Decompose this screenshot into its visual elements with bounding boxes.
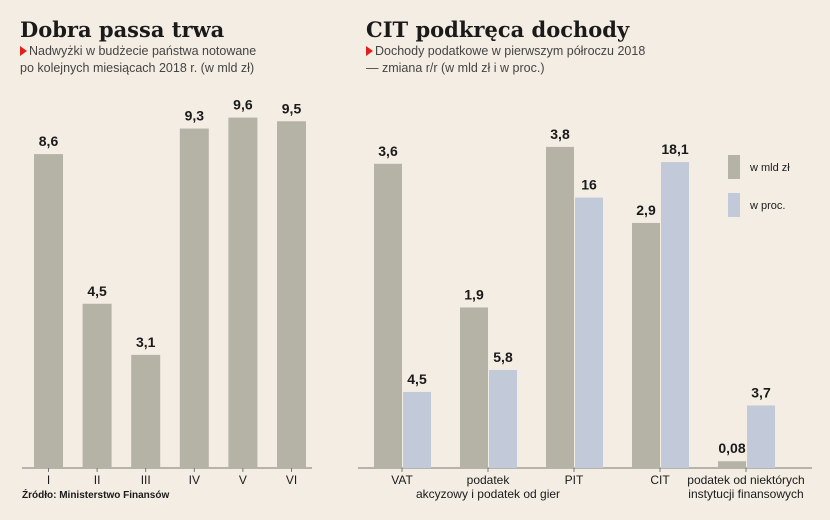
value-label: 4,5 xyxy=(407,371,427,387)
category-label: V xyxy=(239,473,247,487)
left-chart-subtitle-1: Nadwyżki w budżecie państwa notowane xyxy=(20,43,256,59)
bar-VI xyxy=(277,121,306,468)
category-label: instytucji finansowych xyxy=(688,487,803,501)
left-subtitle-line1: Nadwyżki w budżecie państwa notowane xyxy=(29,44,257,58)
value-label: 2,9 xyxy=(636,202,656,218)
left-subtitle-line2: po kolejnych miesiącach 2018 r. (w mld z… xyxy=(20,61,255,75)
bar-II xyxy=(82,303,112,468)
category-label: I xyxy=(47,473,50,487)
bar-proc xyxy=(489,369,517,468)
value-label: 9,5 xyxy=(282,100,302,116)
bar-proc xyxy=(747,405,775,468)
category-label: IV xyxy=(189,473,200,487)
legend-label: w proc. xyxy=(749,200,785,212)
bar-proc xyxy=(575,197,603,468)
value-label: 3,1 xyxy=(136,334,156,350)
legend: w mld zł w proc. xyxy=(728,155,790,217)
category-label: PIT xyxy=(565,473,584,487)
value-label: 9,3 xyxy=(185,108,205,124)
bar-mld xyxy=(460,307,488,468)
value-label: 0,08 xyxy=(718,440,745,456)
value-label: 3,6 xyxy=(378,143,398,159)
value-label: 9,6 xyxy=(233,97,253,113)
value-label: 8,6 xyxy=(39,133,59,149)
value-label: 5,8 xyxy=(493,349,513,365)
legend-swatch xyxy=(728,193,740,217)
category-label: VAT xyxy=(391,473,413,487)
legend-label: w mld zł xyxy=(749,162,790,174)
legend-swatch xyxy=(728,155,740,179)
source-note: Źródło: Ministerstwo Finansów xyxy=(22,490,170,501)
bar-I xyxy=(34,154,63,468)
triangle-marker-icon xyxy=(20,46,27,56)
bar-mld xyxy=(374,163,402,469)
value-label: 16 xyxy=(581,177,597,193)
category-label: III xyxy=(141,473,151,487)
bar-mld xyxy=(718,461,746,468)
category-label: podatek od niektórych xyxy=(687,473,804,487)
right-subtitle-line2: — zmiana r/r (w mld zł i w proc.) xyxy=(366,61,545,75)
value-label: 3,8 xyxy=(550,126,570,142)
value-label: 3,7 xyxy=(751,384,771,400)
bar-mld xyxy=(632,222,660,468)
value-label: 18,1 xyxy=(661,141,688,157)
value-label: 1,9 xyxy=(464,286,484,302)
left-bar-chart: 8,6 I 4,5 II 3,1 III 9,3 IV 9,6 V 9,5 VI xyxy=(22,97,312,487)
bar-V xyxy=(228,117,258,468)
right-chart-subtitle-1: Dochody podatkowe w pierwszym półroczu 2… xyxy=(366,43,645,59)
category-label: II xyxy=(94,473,101,487)
value-label: 4,5 xyxy=(87,283,107,299)
triangle-marker-icon xyxy=(366,46,373,56)
category-label: CIT xyxy=(650,473,670,487)
bar-proc xyxy=(661,162,689,469)
bar-mld xyxy=(546,146,574,468)
category-label: podatek xyxy=(467,473,511,487)
bar-III xyxy=(131,354,161,468)
bar-proc xyxy=(403,391,431,468)
right-subtitle-line1: Dochody podatkowe w pierwszym półroczu 2… xyxy=(375,44,646,58)
right-chart-title: CIT podkręca dochody xyxy=(366,17,630,42)
category-label: akcyzowy i podatek od gier xyxy=(416,487,560,501)
bar-IV xyxy=(179,128,209,469)
left-chart-title: Dobra passa trwa xyxy=(20,17,225,42)
category-label: VI xyxy=(286,473,297,487)
